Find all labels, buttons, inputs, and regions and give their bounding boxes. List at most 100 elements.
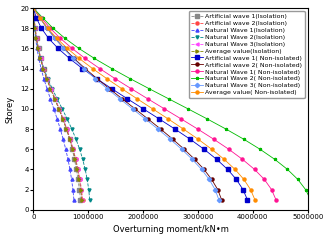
Artificial wave 1( Non-isolated) xyxy=(235,178,239,181)
Natural Wave 1(Isolation) xyxy=(33,27,37,30)
Artificial wave 2(Isolation) xyxy=(57,108,61,110)
Line: Natural Wave 3(Isolation): Natural Wave 3(Isolation) xyxy=(32,6,84,201)
Natural Wave 2( Non-isolated) xyxy=(31,7,35,10)
Natural Wave 1(Isolation) xyxy=(58,128,62,131)
Natural Wave 1(Isolation) xyxy=(52,108,56,110)
Natural Wave 1( Non-isolated) xyxy=(253,168,257,171)
Natural Wave 1( Non-isolated) xyxy=(70,47,74,50)
Artificial wave 1(Isolation) xyxy=(79,198,83,201)
Artificial wave 1(Isolation) xyxy=(72,158,76,161)
Natural Wave 2( Non-isolated) xyxy=(92,57,96,60)
Natural Wave 2( Non-isolated) xyxy=(77,47,81,50)
Natural Wave 1(Isolation) xyxy=(31,7,35,10)
Natural Wave 3(Isolation) xyxy=(35,37,38,40)
Natural Wave 2( Non-isolated) xyxy=(242,138,246,141)
Natural Wave 2( Non-isolated) xyxy=(63,37,67,40)
Artificial wave 2(Isolation) xyxy=(74,158,78,161)
Artificial wave 1(Isolation) xyxy=(70,148,74,151)
Artificial wave 1( Non-isolated) xyxy=(245,198,249,201)
Natural Wave 2( Non-isolated) xyxy=(258,148,262,151)
Natural Wave 1(Isolation) xyxy=(71,188,75,191)
Natural Wave 2( Non-isolated) xyxy=(128,77,132,80)
Artificial wave 2( Non-isolated) xyxy=(219,198,223,201)
Natural Wave 1(Isolation) xyxy=(34,37,38,40)
Natural Wave 1(Isolation) xyxy=(39,67,43,70)
Average value( Non-isolated) xyxy=(242,178,246,181)
Line: Natural Wave 2( Non-isolated): Natural Wave 2( Non-isolated) xyxy=(32,6,312,201)
Artificial wave 2( Non-isolated) xyxy=(216,188,220,191)
Average value(Isolation) xyxy=(32,17,36,20)
Artificial wave 2(Isolation) xyxy=(35,37,38,40)
Artificial wave 2( Non-isolated) xyxy=(133,108,137,110)
Natural Wave 1( Non-isolated) xyxy=(98,67,102,70)
Natural Wave 3( Non-isolated) xyxy=(180,148,184,151)
Artificial wave 2( Non-isolated) xyxy=(120,97,124,100)
Natural Wave 2( Non-isolated) xyxy=(224,128,228,131)
Artificial wave 2( Non-isolated) xyxy=(146,118,150,120)
Artificial wave 2( Non-isolated) xyxy=(202,168,206,171)
Natural Wave 1( Non-isolated) xyxy=(83,57,87,60)
Artificial wave 1(Isolation) xyxy=(67,138,71,141)
Artificial wave 2(Isolation) xyxy=(65,128,69,131)
Natural Wave 2(Isolation) xyxy=(34,37,38,40)
Natural Wave 1( Non-isolated) xyxy=(263,178,266,181)
Natural Wave 2(Isolation) xyxy=(74,138,78,141)
Artificial wave 2( Non-isolated) xyxy=(31,7,35,10)
Artificial wave 2(Isolation) xyxy=(42,67,46,70)
Artificial wave 2(Isolation) xyxy=(71,148,75,151)
Line: Natural Wave 2(Isolation): Natural Wave 2(Isolation) xyxy=(32,6,91,201)
Natural Wave 2( Non-isolated) xyxy=(147,87,151,90)
Artificial wave 1(Isolation) xyxy=(49,87,53,90)
Natural Wave 3(Isolation) xyxy=(68,138,72,141)
Natural Wave 3( Non-isolated) xyxy=(45,27,49,30)
Natural Wave 3( Non-isolated) xyxy=(131,108,135,110)
Artificial wave 2( Non-isolated) xyxy=(45,27,49,30)
Natural Wave 2( Non-isolated) xyxy=(167,97,171,100)
Natural Wave 3( Non-isolated) xyxy=(118,97,122,100)
Natural Wave 3( Non-isolated) xyxy=(31,7,35,10)
Average value( Non-isolated) xyxy=(253,198,257,201)
Natural Wave 2(Isolation) xyxy=(39,57,43,60)
Artificial wave 1( Non-isolated) xyxy=(188,138,192,141)
Line: Artificial wave 2( Non-isolated): Artificial wave 2( Non-isolated) xyxy=(32,6,223,201)
Natural Wave 1( Non-isolated) xyxy=(129,87,133,90)
Average value(Isolation) xyxy=(73,158,77,161)
Average value( Non-isolated) xyxy=(90,67,94,70)
Line: Natural Wave 1( Non-isolated): Natural Wave 1( Non-isolated) xyxy=(32,6,277,201)
Average value( Non-isolated) xyxy=(38,17,42,20)
Natural Wave 1( Non-isolated) xyxy=(48,27,52,30)
Natural Wave 1(Isolation) xyxy=(68,168,72,171)
Average value( Non-isolated) xyxy=(196,138,200,141)
Natural Wave 3(Isolation) xyxy=(80,198,84,201)
Natural Wave 3( Non-isolated) xyxy=(62,47,65,50)
Natural Wave 3( Non-isolated) xyxy=(207,178,211,181)
Natural Wave 2(Isolation) xyxy=(33,27,37,30)
Artificial wave 1(Isolation) xyxy=(42,67,46,70)
Artificial wave 1( Non-isolated) xyxy=(95,77,99,80)
Natural Wave 3( Non-isolated) xyxy=(168,138,172,141)
Artificial wave 1( Non-isolated) xyxy=(215,158,218,161)
Artificial wave 1(Isolation) xyxy=(39,57,43,60)
Natural Wave 1(Isolation) xyxy=(32,17,36,20)
Artificial wave 1(Isolation) xyxy=(76,178,80,181)
Natural Wave 1(Isolation) xyxy=(35,47,39,50)
Natural Wave 3( Non-isolated) xyxy=(143,118,147,120)
Artificial wave 2(Isolation) xyxy=(81,198,85,201)
Natural Wave 2(Isolation) xyxy=(87,188,91,191)
Artificial wave 1( Non-isolated) xyxy=(141,108,145,110)
Artificial wave 2( Non-isolated) xyxy=(53,37,57,40)
Natural Wave 1( Non-isolated) xyxy=(40,17,44,20)
Natural Wave 1(Isolation) xyxy=(37,57,41,60)
Line: Artificial wave 1(Isolation): Artificial wave 1(Isolation) xyxy=(32,6,82,201)
Artificial wave 2(Isolation) xyxy=(37,47,40,50)
Natural Wave 3( Non-isolated) xyxy=(190,158,194,161)
Artificial wave 2(Isolation) xyxy=(32,17,36,20)
Natural Wave 3(Isolation) xyxy=(61,118,65,120)
Artificial wave 2(Isolation) xyxy=(68,138,72,141)
Natural Wave 2( Non-isolated) xyxy=(286,168,290,171)
Natural Wave 3(Isolation) xyxy=(53,97,57,100)
Natural Wave 1(Isolation) xyxy=(48,97,52,100)
Legend: Artificial wave 1(Isolation), Artificial wave 2(Isolation), Natural Wave 1(Isola: Artificial wave 1(Isolation), Artificial… xyxy=(189,11,305,98)
Natural Wave 1(Isolation) xyxy=(72,198,76,201)
Natural Wave 3(Isolation) xyxy=(31,7,35,10)
